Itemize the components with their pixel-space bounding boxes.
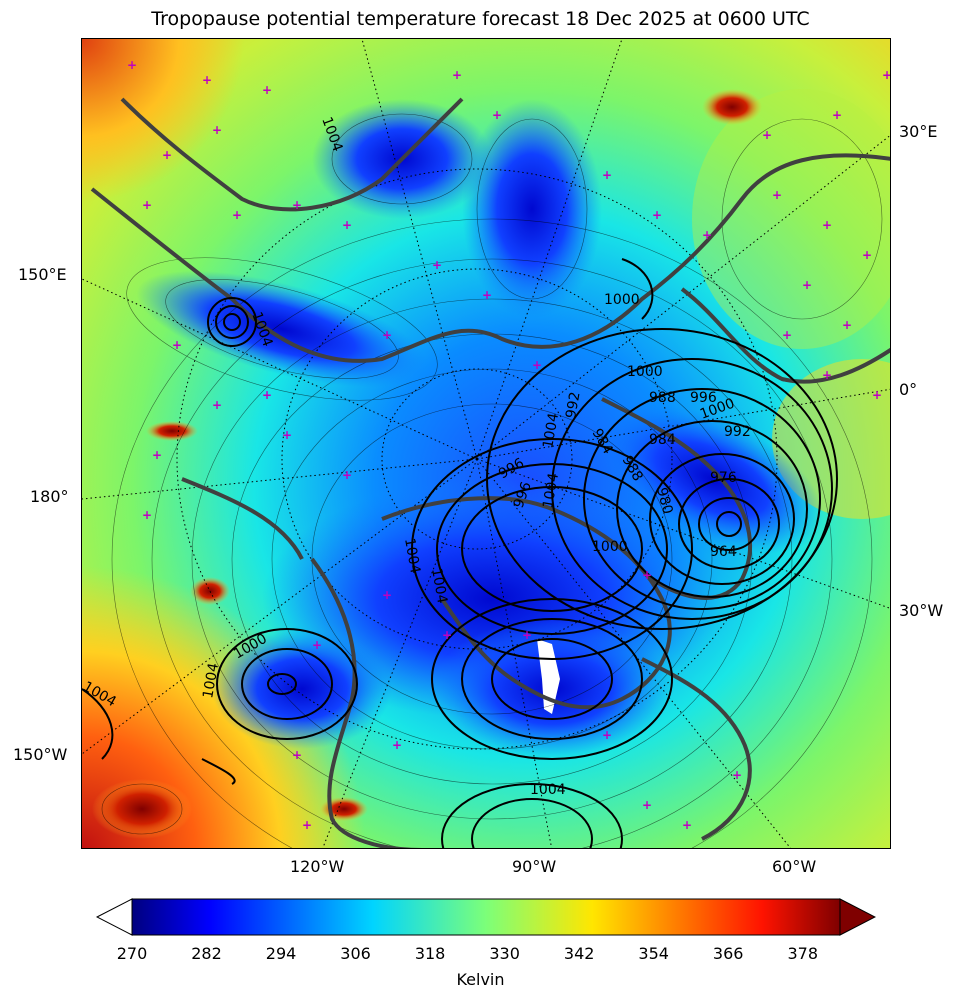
svg-text:+: + [452, 68, 462, 82]
svg-text:+: + [142, 508, 152, 522]
colorbar-extend-max [839, 898, 877, 936]
isobar-label: 1004 [401, 537, 423, 575]
svg-text:+: + [652, 208, 662, 222]
svg-text:+: + [602, 728, 612, 742]
svg-text:+: + [212, 123, 222, 137]
svg-text:+: + [232, 208, 242, 222]
svg-text:+: + [442, 628, 452, 642]
svg-text:+: + [642, 798, 652, 812]
colorbar-tick-label: 270 [116, 944, 148, 963]
lon-label-left: 180° [30, 487, 69, 506]
svg-text:+: + [302, 818, 312, 832]
isobar-label: 1000 [604, 292, 640, 308]
colorbar-tick-label: 366 [712, 944, 744, 963]
isobar-label: 976 [710, 470, 737, 486]
svg-text:+: + [492, 108, 502, 122]
lon-label-right: 30°E [899, 122, 938, 141]
svg-text:+: + [212, 398, 222, 412]
lon-label-right: 30°W [899, 601, 944, 620]
colorbar-tick-label: 282 [191, 944, 222, 963]
lon-label-bottom: 90°W [512, 857, 557, 876]
isobar-label: 992 [724, 424, 751, 440]
svg-text:+: + [882, 68, 891, 82]
svg-text:+: + [832, 108, 842, 122]
isobar-label: 992 [563, 391, 583, 420]
isobar-label: 1000 [592, 539, 628, 555]
theta-cold-trough [136, 270, 428, 388]
colorbar-tick-label: 378 [787, 944, 819, 963]
isobars [82, 258, 838, 848]
colorbar [95, 898, 877, 936]
svg-text:+: + [772, 188, 782, 202]
colorbar-extend-min [95, 898, 133, 936]
colorbar-tick-label: 330 [489, 944, 520, 963]
isobar-label: 1004 [428, 567, 450, 605]
isobar-label: 964 [710, 544, 737, 560]
isobar-label: 988 [649, 390, 676, 406]
isobar-label: 1004 [530, 782, 566, 798]
isobar-label: 996 [690, 390, 717, 406]
theta-min-region [537, 639, 560, 714]
lon-label-left: 150°E [18, 265, 67, 284]
svg-text:+: + [282, 428, 292, 442]
svg-text:+: + [822, 368, 832, 382]
colorbar-unit-label: Kelvin [456, 970, 505, 989]
svg-text:+: + [292, 198, 302, 212]
svg-text:+: + [262, 388, 272, 402]
colorbar-tick-label: 318 [414, 944, 446, 963]
svg-text:+: + [782, 328, 792, 342]
svg-text:+: + [602, 168, 612, 182]
svg-text:+: + [862, 248, 872, 262]
isobar-label: 1004 [540, 472, 562, 510]
svg-text:+: + [312, 638, 322, 652]
lon-label-right: 0° [899, 380, 918, 399]
svg-text:+: + [202, 73, 212, 87]
map-canvas[interactable]: 1004 1004 1000 1004 1004 1000 1004 1004 … [82, 39, 891, 849]
colorbar-tick-label: 306 [340, 944, 371, 963]
svg-text:+: + [872, 388, 882, 402]
svg-text:+: + [802, 278, 812, 292]
svg-text:+: + [822, 218, 832, 232]
svg-text:+: + [642, 568, 652, 582]
svg-text:+: + [532, 358, 542, 372]
lon-label-bottom: 60°W [772, 857, 817, 876]
svg-text:+: + [342, 218, 352, 232]
map-panel[interactable]: 1004 1004 1000 1004 1004 1000 1004 1004 … [81, 38, 891, 849]
colorbar-tick-label: 294 [265, 944, 297, 963]
isobar-label: 1004 [200, 662, 222, 700]
colorbar-gradient [131, 898, 841, 936]
svg-text:+: + [522, 628, 532, 642]
svg-text:+: + [682, 818, 692, 832]
svg-text:+: + [482, 288, 492, 302]
svg-text:+: + [342, 468, 352, 482]
svg-text:+: + [127, 58, 137, 72]
svg-text:+: + [842, 318, 852, 332]
isobar-label: 1000 [627, 364, 663, 380]
svg-text:+: + [432, 258, 442, 272]
svg-text:+: + [262, 83, 272, 97]
svg-text:+: + [292, 748, 302, 762]
svg-text:+: + [732, 768, 742, 782]
station-markers: +++ +++ +++ +++ +++ +++ +++ +++ ++ + ++ + … [127, 58, 891, 832]
svg-text:+: + [702, 228, 712, 242]
lon-label-bottom: 120°W [290, 857, 345, 876]
isobar-label: 1004 [540, 412, 562, 450]
colorbar-tick-label: 342 [563, 944, 595, 963]
svg-text:+: + [152, 448, 162, 462]
svg-text:+: + [762, 128, 772, 142]
svg-text:+: + [392, 738, 402, 752]
svg-text:+: + [172, 338, 182, 352]
svg-text:+: + [382, 328, 392, 342]
svg-text:+: + [162, 148, 172, 162]
lon-label-left: 150°W [13, 745, 68, 764]
isobar-label: 984 [649, 432, 676, 448]
colorbar-tick-label: 354 [638, 944, 669, 963]
map-title: Tropopause potential temperature forecas… [151, 8, 810, 30]
theta-max-spot [702, 89, 762, 125]
isobar-label: 980 [653, 486, 675, 516]
svg-text:+: + [382, 588, 392, 602]
svg-text:+: + [142, 198, 152, 212]
